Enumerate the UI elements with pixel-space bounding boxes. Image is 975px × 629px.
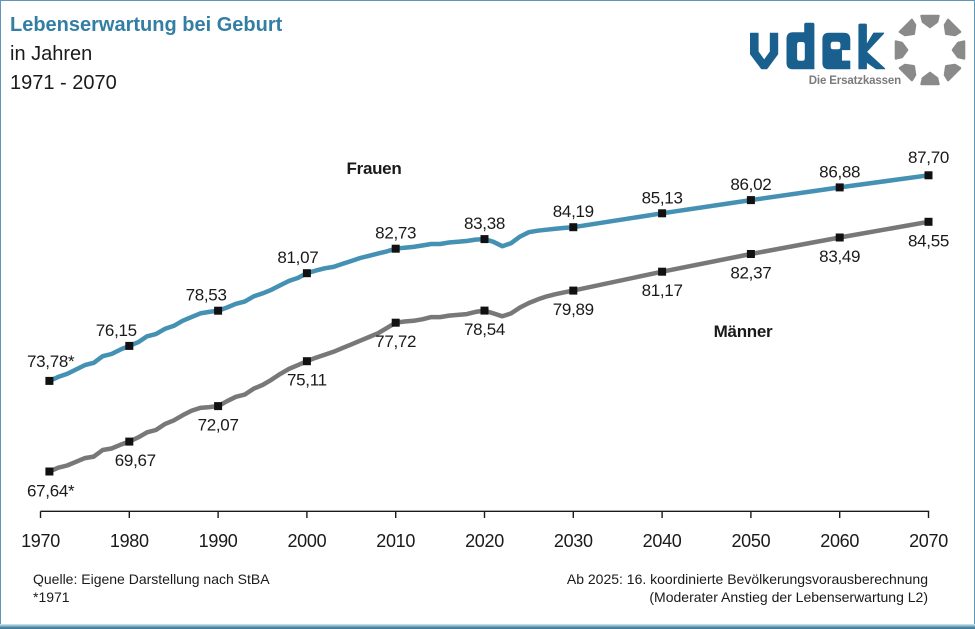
- svg-text:84,55: 84,55: [908, 231, 949, 250]
- svg-text:86,88: 86,88: [819, 162, 860, 181]
- svg-text:Männer: Männer: [714, 322, 773, 341]
- svg-text:82,73: 82,73: [375, 224, 416, 243]
- svg-text:83,38: 83,38: [464, 214, 505, 233]
- svg-text:85,13: 85,13: [642, 188, 683, 207]
- svg-text:87,70: 87,70: [908, 148, 949, 167]
- svg-text:77,72: 77,72: [375, 332, 416, 351]
- svg-text:2020: 2020: [465, 531, 504, 551]
- svg-text:75,11: 75,11: [287, 371, 327, 390]
- svg-text:82,37: 82,37: [730, 264, 771, 283]
- svg-text:1990: 1990: [199, 531, 238, 551]
- svg-text:72,07: 72,07: [198, 416, 239, 435]
- svg-text:67,64*: 67,64*: [27, 482, 75, 501]
- svg-text:2070: 2070: [909, 531, 948, 551]
- svg-text:2050: 2050: [731, 531, 770, 551]
- svg-text:81,17: 81,17: [642, 281, 683, 300]
- svg-text:78,53: 78,53: [186, 286, 227, 305]
- svg-text:Frauen: Frauen: [347, 159, 402, 178]
- svg-text:2010: 2010: [376, 531, 415, 551]
- svg-text:2060: 2060: [820, 531, 859, 551]
- svg-text:86,02: 86,02: [730, 175, 771, 194]
- svg-text:1970: 1970: [21, 531, 60, 551]
- svg-text:76,15: 76,15: [96, 321, 137, 340]
- svg-text:84,19: 84,19: [553, 202, 594, 221]
- svg-text:2000: 2000: [287, 531, 326, 551]
- svg-text:2040: 2040: [643, 531, 682, 551]
- svg-text:81,07: 81,07: [277, 248, 318, 267]
- svg-text:83,49: 83,49: [819, 247, 860, 266]
- svg-text:2030: 2030: [554, 531, 593, 551]
- svg-text:69,67: 69,67: [115, 451, 156, 470]
- svg-text:78,54: 78,54: [464, 320, 505, 339]
- svg-text:1980: 1980: [110, 531, 149, 551]
- svg-text:79,89: 79,89: [553, 300, 594, 319]
- svg-text:73,78*: 73,78*: [27, 352, 75, 371]
